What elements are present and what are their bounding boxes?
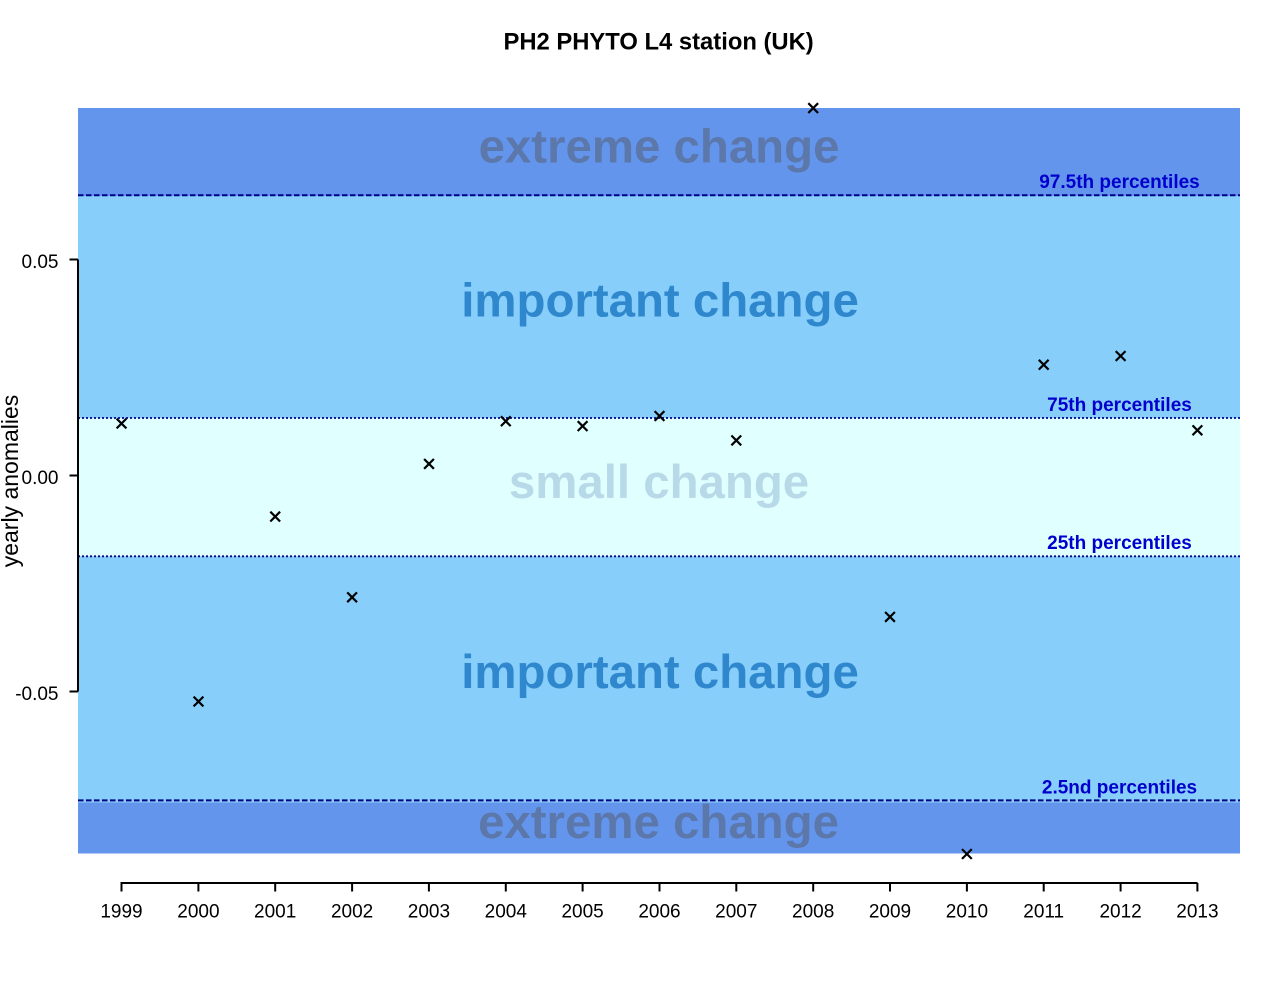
svg-text:0.00: 0.00 [22, 468, 59, 489]
svg-text:25th percentiles: 25th percentiles [1047, 533, 1192, 554]
svg-text:2006: 2006 [638, 902, 680, 923]
svg-text:important change: important change [461, 646, 859, 699]
svg-text:important change: important change [461, 275, 859, 328]
svg-text:2012: 2012 [1099, 902, 1141, 923]
svg-text:2007: 2007 [715, 902, 757, 923]
svg-text:2005: 2005 [561, 902, 603, 923]
svg-text:2.5nd percentiles: 2.5nd percentiles [1042, 778, 1197, 799]
svg-text:2010: 2010 [946, 902, 988, 923]
svg-text:PH2 PHYTO L4 station (UK): PH2 PHYTO L4 station (UK) [503, 29, 813, 56]
svg-text:0.05: 0.05 [22, 252, 59, 273]
svg-text:2000: 2000 [177, 902, 219, 923]
svg-text:2003: 2003 [408, 902, 450, 923]
svg-text:1999: 1999 [100, 902, 142, 923]
svg-text:2009: 2009 [869, 902, 911, 923]
svg-text:75th percentiles: 75th percentiles [1047, 395, 1192, 416]
svg-text:extreme change: extreme change [479, 121, 840, 174]
svg-text:2011: 2011 [1023, 902, 1064, 923]
svg-text:2001: 2001 [254, 902, 296, 923]
svg-text:yearly anomalies: yearly anomalies [0, 395, 23, 568]
svg-text:2004: 2004 [485, 902, 528, 923]
svg-text:97.5th percentiles: 97.5th percentiles [1039, 172, 1200, 193]
svg-text:small change: small change [509, 456, 809, 509]
svg-text:2013: 2013 [1176, 902, 1218, 923]
svg-text:2002: 2002 [331, 902, 373, 923]
svg-text:-0.05: -0.05 [15, 684, 58, 705]
svg-text:2008: 2008 [792, 902, 834, 923]
svg-text:extreme change: extreme change [478, 796, 839, 849]
